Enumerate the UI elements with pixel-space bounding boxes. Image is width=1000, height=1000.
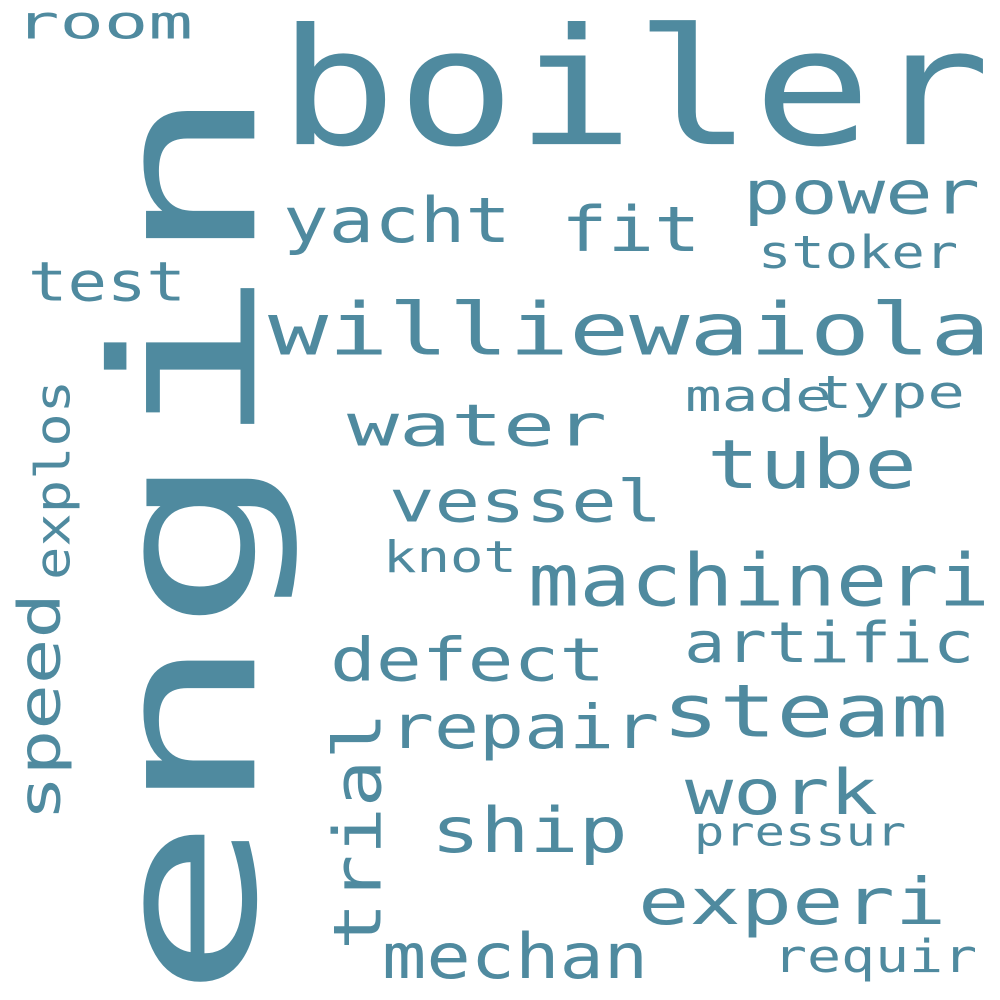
word-machineri: machineri — [528, 538, 990, 623]
word-knot: knot — [383, 531, 517, 583]
word-trial: trial — [319, 711, 397, 950]
word-repair: repair — [389, 691, 660, 763]
word-ship: ship — [431, 794, 628, 867]
word-vessel: vessel — [389, 467, 663, 536]
word-yacht: yacht — [283, 184, 512, 257]
word-defect: defect — [330, 624, 606, 695]
word-made: made — [685, 370, 832, 422]
word-speed: speed — [5, 592, 74, 821]
word-stoker: stoker — [758, 225, 959, 279]
word-artific: artific — [684, 609, 975, 676]
word-mechan: mechan — [382, 920, 649, 993]
word-explos: explos — [24, 379, 81, 580]
word-boiler: boiler — [278, 0, 991, 183]
word-room: room — [15, 0, 193, 50]
word-experi: experi — [638, 864, 947, 940]
word-pressur: pressur — [694, 808, 907, 856]
word-requir: requir — [773, 929, 978, 983]
word-test: test — [28, 250, 186, 314]
word-engin: engin — [70, 83, 302, 1000]
word-williewaiola: williewaiola — [268, 287, 991, 372]
word-tube: tube — [707, 424, 917, 505]
word-work: work — [685, 756, 878, 829]
word-fit: fit — [561, 193, 701, 266]
word-type: type — [815, 365, 965, 419]
word-water: water — [347, 391, 608, 460]
word-power: power — [743, 157, 981, 228]
word-steam: steam — [662, 668, 949, 754]
